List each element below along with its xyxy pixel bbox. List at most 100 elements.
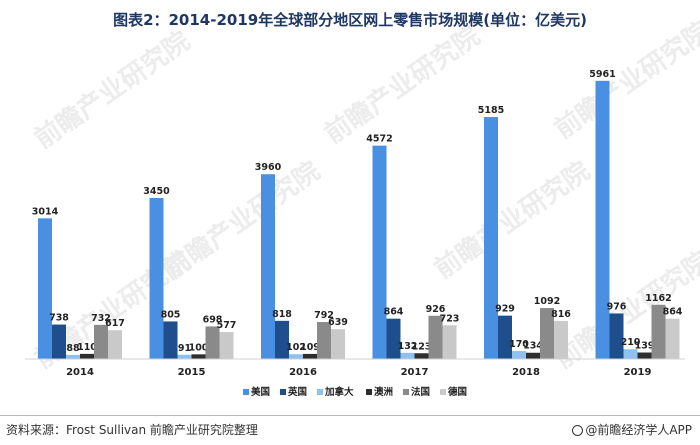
bar [80, 353, 94, 359]
data-label: 3450 [143, 186, 170, 197]
data-label: 88 [66, 343, 80, 354]
data-label: 816 [551, 309, 571, 320]
bar [400, 352, 415, 359]
bar [554, 320, 568, 359]
bar [331, 329, 345, 359]
footer-divider [0, 415, 700, 416]
legend-swatch [440, 389, 446, 395]
brand-text: @前瞻经济学人APP [585, 423, 692, 437]
data-label: 805 [161, 309, 181, 320]
bar [414, 353, 429, 359]
data-label: 4572 [366, 134, 392, 145]
bar [261, 174, 275, 359]
bar [191, 354, 206, 359]
data-label: 170 [509, 339, 529, 350]
data-label: 5185 [478, 105, 504, 116]
brand-label: @前瞻经济学人APP [572, 421, 692, 438]
x-tick-label: 2019 [624, 367, 652, 378]
chart-title: 图表2：2014-2019年全球部分地区网上零售市场规模(单位：亿美元) [113, 11, 587, 29]
data-label: 698 [203, 314, 223, 325]
bar [317, 322, 331, 359]
legend-swatch [243, 389, 249, 395]
legend-swatch [366, 389, 372, 395]
bar [498, 315, 512, 359]
data-label: 110 [77, 342, 97, 353]
data-label: 139 [635, 341, 655, 352]
data-label: 738 [49, 313, 69, 324]
bar [177, 354, 192, 359]
legend-label: 德国 [448, 386, 467, 398]
legend-label: 澳洲 [374, 386, 393, 398]
bar [275, 320, 289, 359]
legend-swatch [280, 389, 286, 395]
source-note: 资料来源：Frost Sullivan 前瞻产业研究院整理 [6, 423, 258, 437]
data-label: 3014 [32, 206, 59, 217]
bar [540, 308, 554, 359]
bar [163, 321, 178, 359]
data-label: 123 [412, 341, 432, 352]
legend-swatch [403, 389, 409, 395]
data-label: 792 [314, 310, 334, 321]
data-label: 5961 [589, 69, 615, 80]
bar [205, 326, 220, 359]
data-label: 818 [272, 309, 292, 320]
x-tick-label: 2017 [401, 367, 429, 378]
data-label: 102 [286, 342, 306, 353]
legend-label: 英国 [288, 386, 307, 398]
data-label: 577 [217, 320, 237, 331]
bar [108, 330, 122, 359]
data-label: 1092 [534, 296, 560, 307]
bar [637, 352, 652, 359]
bar [303, 353, 317, 359]
bar [428, 315, 443, 359]
bar [665, 318, 680, 359]
legend: 美国 英国 加拿大 澳洲 法国 德国 [243, 386, 467, 398]
data-label: 617 [105, 318, 125, 329]
bar [623, 349, 638, 359]
data-label: 109 [300, 342, 320, 353]
x-tick-labels: 2014 2015 2016 2017 2018 2019 [66, 367, 651, 378]
x-tick-label: 2016 [289, 367, 317, 378]
bar [66, 354, 80, 359]
data-label: 132 [398, 341, 418, 352]
data-label: 723 [440, 313, 460, 324]
bar [94, 324, 108, 359]
data-label: 929 [495, 304, 515, 315]
legend-swatch [317, 389, 323, 395]
data-label: 1162 [645, 293, 671, 304]
bar [484, 117, 498, 360]
bar [219, 332, 234, 359]
bar [52, 324, 66, 359]
data-label: 976 [607, 301, 627, 312]
bar [149, 198, 164, 359]
data-label: 100 [189, 342, 209, 353]
legend-label: 法国 [411, 386, 430, 398]
data-label: 91 [178, 343, 191, 354]
x-tick-label: 2015 [178, 367, 206, 378]
bar [512, 351, 526, 359]
data-label: 210 [621, 337, 641, 348]
bar [609, 313, 624, 359]
data-label: 639 [328, 317, 348, 328]
data-label: 732 [91, 313, 111, 324]
bar [526, 352, 540, 359]
data-label: 926 [426, 304, 446, 315]
data-label: 134 [523, 341, 543, 352]
bar [651, 304, 666, 359]
bar [442, 325, 457, 359]
bar [386, 318, 401, 359]
bar [372, 145, 387, 359]
legend-label: 美国 [250, 386, 270, 398]
data-label: 864 [384, 307, 404, 318]
bar [289, 354, 303, 359]
data-label: 3960 [255, 162, 282, 173]
brand-logo-icon [572, 425, 584, 436]
bar [38, 218, 52, 359]
legend-label: 加拿大 [324, 386, 354, 398]
x-tick-label: 2018 [512, 367, 540, 378]
bar [595, 80, 610, 359]
x-tick-label: 2014 [66, 367, 94, 378]
data-label: 864 [663, 307, 683, 318]
